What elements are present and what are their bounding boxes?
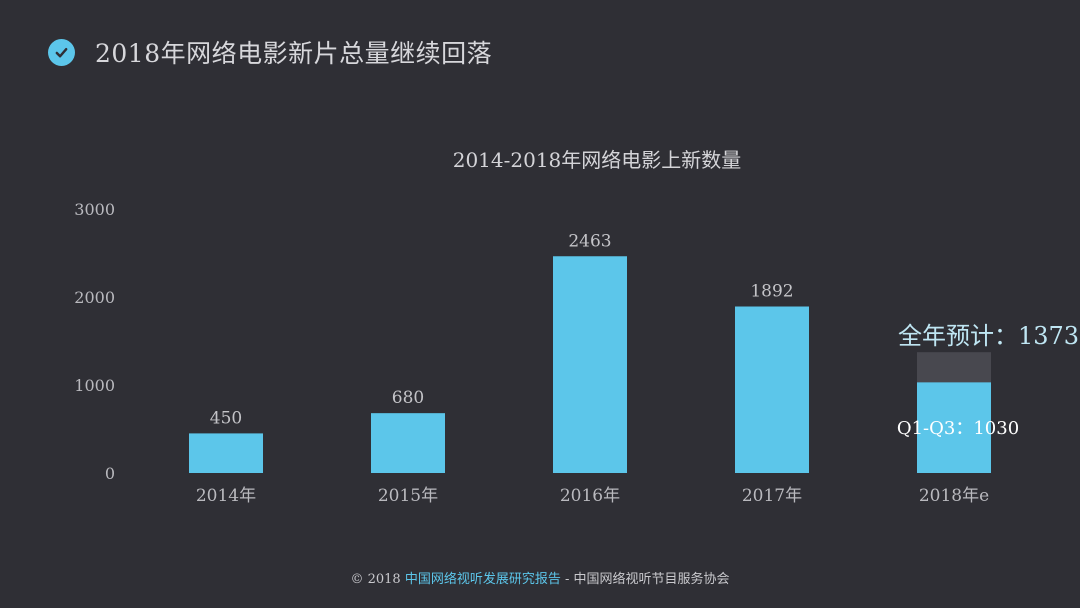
x-tick-label: 2015年 bbox=[378, 486, 438, 506]
data-label: 680 bbox=[392, 388, 424, 408]
bar bbox=[371, 413, 445, 473]
x-tick-label: 2014年 bbox=[196, 486, 256, 506]
forecast-partial-label: Q1-Q3：1030 bbox=[897, 418, 1019, 439]
bar bbox=[189, 433, 263, 473]
check-circle-icon bbox=[48, 38, 75, 66]
report-name: 中国网络视听发展研究报告 bbox=[404, 572, 561, 587]
bars: 450 680 2463 1892 全年预计：1373 Q1-Q3：1030 bbox=[189, 231, 1079, 473]
y-tick-label: 2000 bbox=[74, 288, 115, 307]
page-header: 2018年网络电影新片总量继续回落 bbox=[48, 30, 492, 74]
data-label: 2463 bbox=[568, 231, 611, 251]
x-tick-label: 2016年 bbox=[560, 486, 620, 506]
bar bbox=[553, 256, 627, 473]
y-tick-label: 1000 bbox=[74, 376, 115, 395]
chart-title: 2014-2018年网络电影上新数量 bbox=[453, 148, 742, 172]
footer: © 2018 中国网络视听发展研究报告 - 中国网络视听节目服务协会 bbox=[0, 568, 1080, 587]
data-label: 450 bbox=[210, 408, 242, 428]
publisher-name: 中国网络视听节目服务协会 bbox=[573, 572, 730, 587]
y-tick-label: 3000 bbox=[74, 200, 115, 219]
y-axis: 0 1000 2000 3000 bbox=[74, 200, 115, 483]
footer-separator: - bbox=[560, 572, 574, 587]
bar bbox=[917, 382, 991, 473]
copyright: © 2018 bbox=[350, 572, 405, 587]
y-tick-label: 0 bbox=[105, 464, 115, 483]
x-tick-label: 2018年e bbox=[919, 486, 989, 506]
x-axis: 2014年 2015年 2016年 2017年 2018年e bbox=[196, 486, 989, 506]
bar bbox=[735, 306, 809, 473]
page-title: 2018年网络电影新片总量继续回落 bbox=[95, 39, 493, 68]
x-tick-label: 2017年 bbox=[742, 486, 802, 506]
forecast-total-label: 全年预计：1373 bbox=[898, 322, 1079, 350]
data-label: 1892 bbox=[750, 282, 793, 302]
